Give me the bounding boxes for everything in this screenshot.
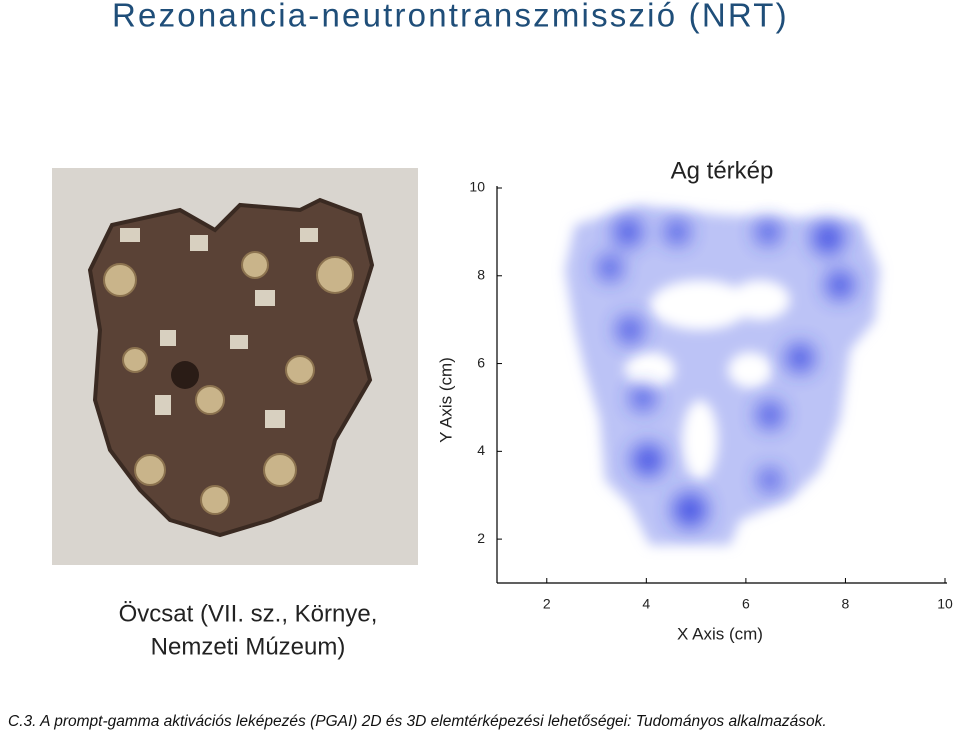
x-tick-label: 8 bbox=[842, 596, 850, 612]
y-tick-label: 2 bbox=[477, 530, 485, 546]
photo-caption: Nemzeti Múzeum) bbox=[151, 633, 346, 660]
x-tick-label: 6 bbox=[742, 596, 750, 612]
photo-caption: Övcsat (VII. sz., Környe, bbox=[119, 600, 378, 627]
axes bbox=[496, 186, 947, 584]
map-title: Ag térkép bbox=[671, 157, 774, 184]
y-tick-label: 4 bbox=[477, 442, 485, 458]
heatmap bbox=[565, 205, 880, 545]
x-axis-label: X Axis (cm) bbox=[677, 624, 763, 643]
y-tick-label: 6 bbox=[477, 354, 485, 370]
y-axis-label: Y Axis (cm) bbox=[436, 357, 455, 443]
x-tick-label: 2 bbox=[543, 596, 551, 612]
slide-title: Rezonancia-neutrontranszmisszió (NRT) bbox=[112, 0, 789, 34]
x-tick-label: 4 bbox=[642, 596, 650, 612]
figure-caption: C.3. A prompt-gamma aktivációs leképezés… bbox=[8, 713, 827, 730]
x-tick-label: 10 bbox=[937, 596, 953, 612]
y-tick-label: 10 bbox=[469, 179, 485, 195]
y-tick-label: 8 bbox=[477, 266, 485, 282]
photo bbox=[52, 168, 418, 565]
